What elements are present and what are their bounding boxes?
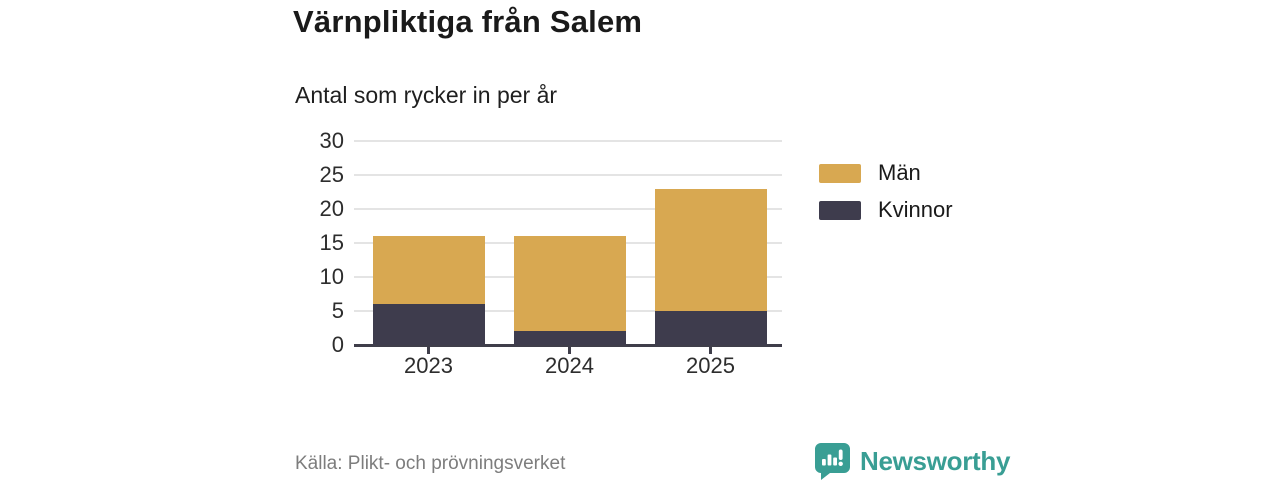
y-axis-tick-label: 0: [331, 332, 344, 357]
page-title: Värnpliktiga från Salem: [293, 4, 643, 39]
newsworthy-logo-text: Newsworthy: [860, 445, 1011, 476]
plot-area: 2023 2024 2025: [354, 140, 782, 378]
legend-swatch: [819, 200, 861, 220]
bar-segment-män: [513, 236, 626, 332]
chart-subtitle: Antal som rycker in per år: [295, 82, 558, 108]
x-axis-tick-label: 2024: [545, 353, 594, 378]
bar-segment-kvinnor: [513, 331, 626, 345]
y-axis-tick-label: 20: [319, 196, 344, 221]
y-axis-tick-label: 30: [319, 128, 344, 153]
newsworthy-logo: Newsworthy: [814, 442, 1010, 480]
legend-swatch: [819, 163, 861, 183]
source-text: Källa: Plikt- och prövningsverket: [295, 453, 566, 474]
legend-label: Män: [878, 160, 921, 185]
x-axis-tick: [709, 347, 712, 354]
y-axis-tick-label: 25: [319, 162, 344, 187]
bar-segment-kvinnor: [372, 304, 485, 345]
gridline: [354, 208, 782, 210]
x-axis-line: [354, 344, 782, 347]
y-axis-tick-label: 5: [331, 298, 344, 323]
bar-segment-män: [372, 236, 485, 305]
y-axis-labels: 0 5 10 15 20 25 30: [270, 128, 344, 357]
x-axis-tick-label: 2023: [404, 353, 453, 378]
legend-item: Kvinnor: [819, 197, 953, 223]
legend-item: Män: [819, 160, 953, 186]
newsworthy-logo-icon: [815, 443, 850, 480]
gridline: [354, 140, 782, 142]
y-axis-tick-label: 10: [319, 264, 344, 289]
gridline: [354, 174, 782, 176]
x-axis-tick-label: 2025: [686, 353, 735, 378]
x-axis-tick: [568, 347, 571, 354]
bar-segment-män: [654, 188, 767, 311]
y-axis-tick-label: 15: [319, 230, 344, 255]
x-axis-tick: [427, 347, 430, 354]
legend-label: Kvinnor: [878, 197, 953, 222]
bar-segment-kvinnor: [654, 311, 767, 345]
legend: Män Kvinnor: [819, 160, 953, 234]
